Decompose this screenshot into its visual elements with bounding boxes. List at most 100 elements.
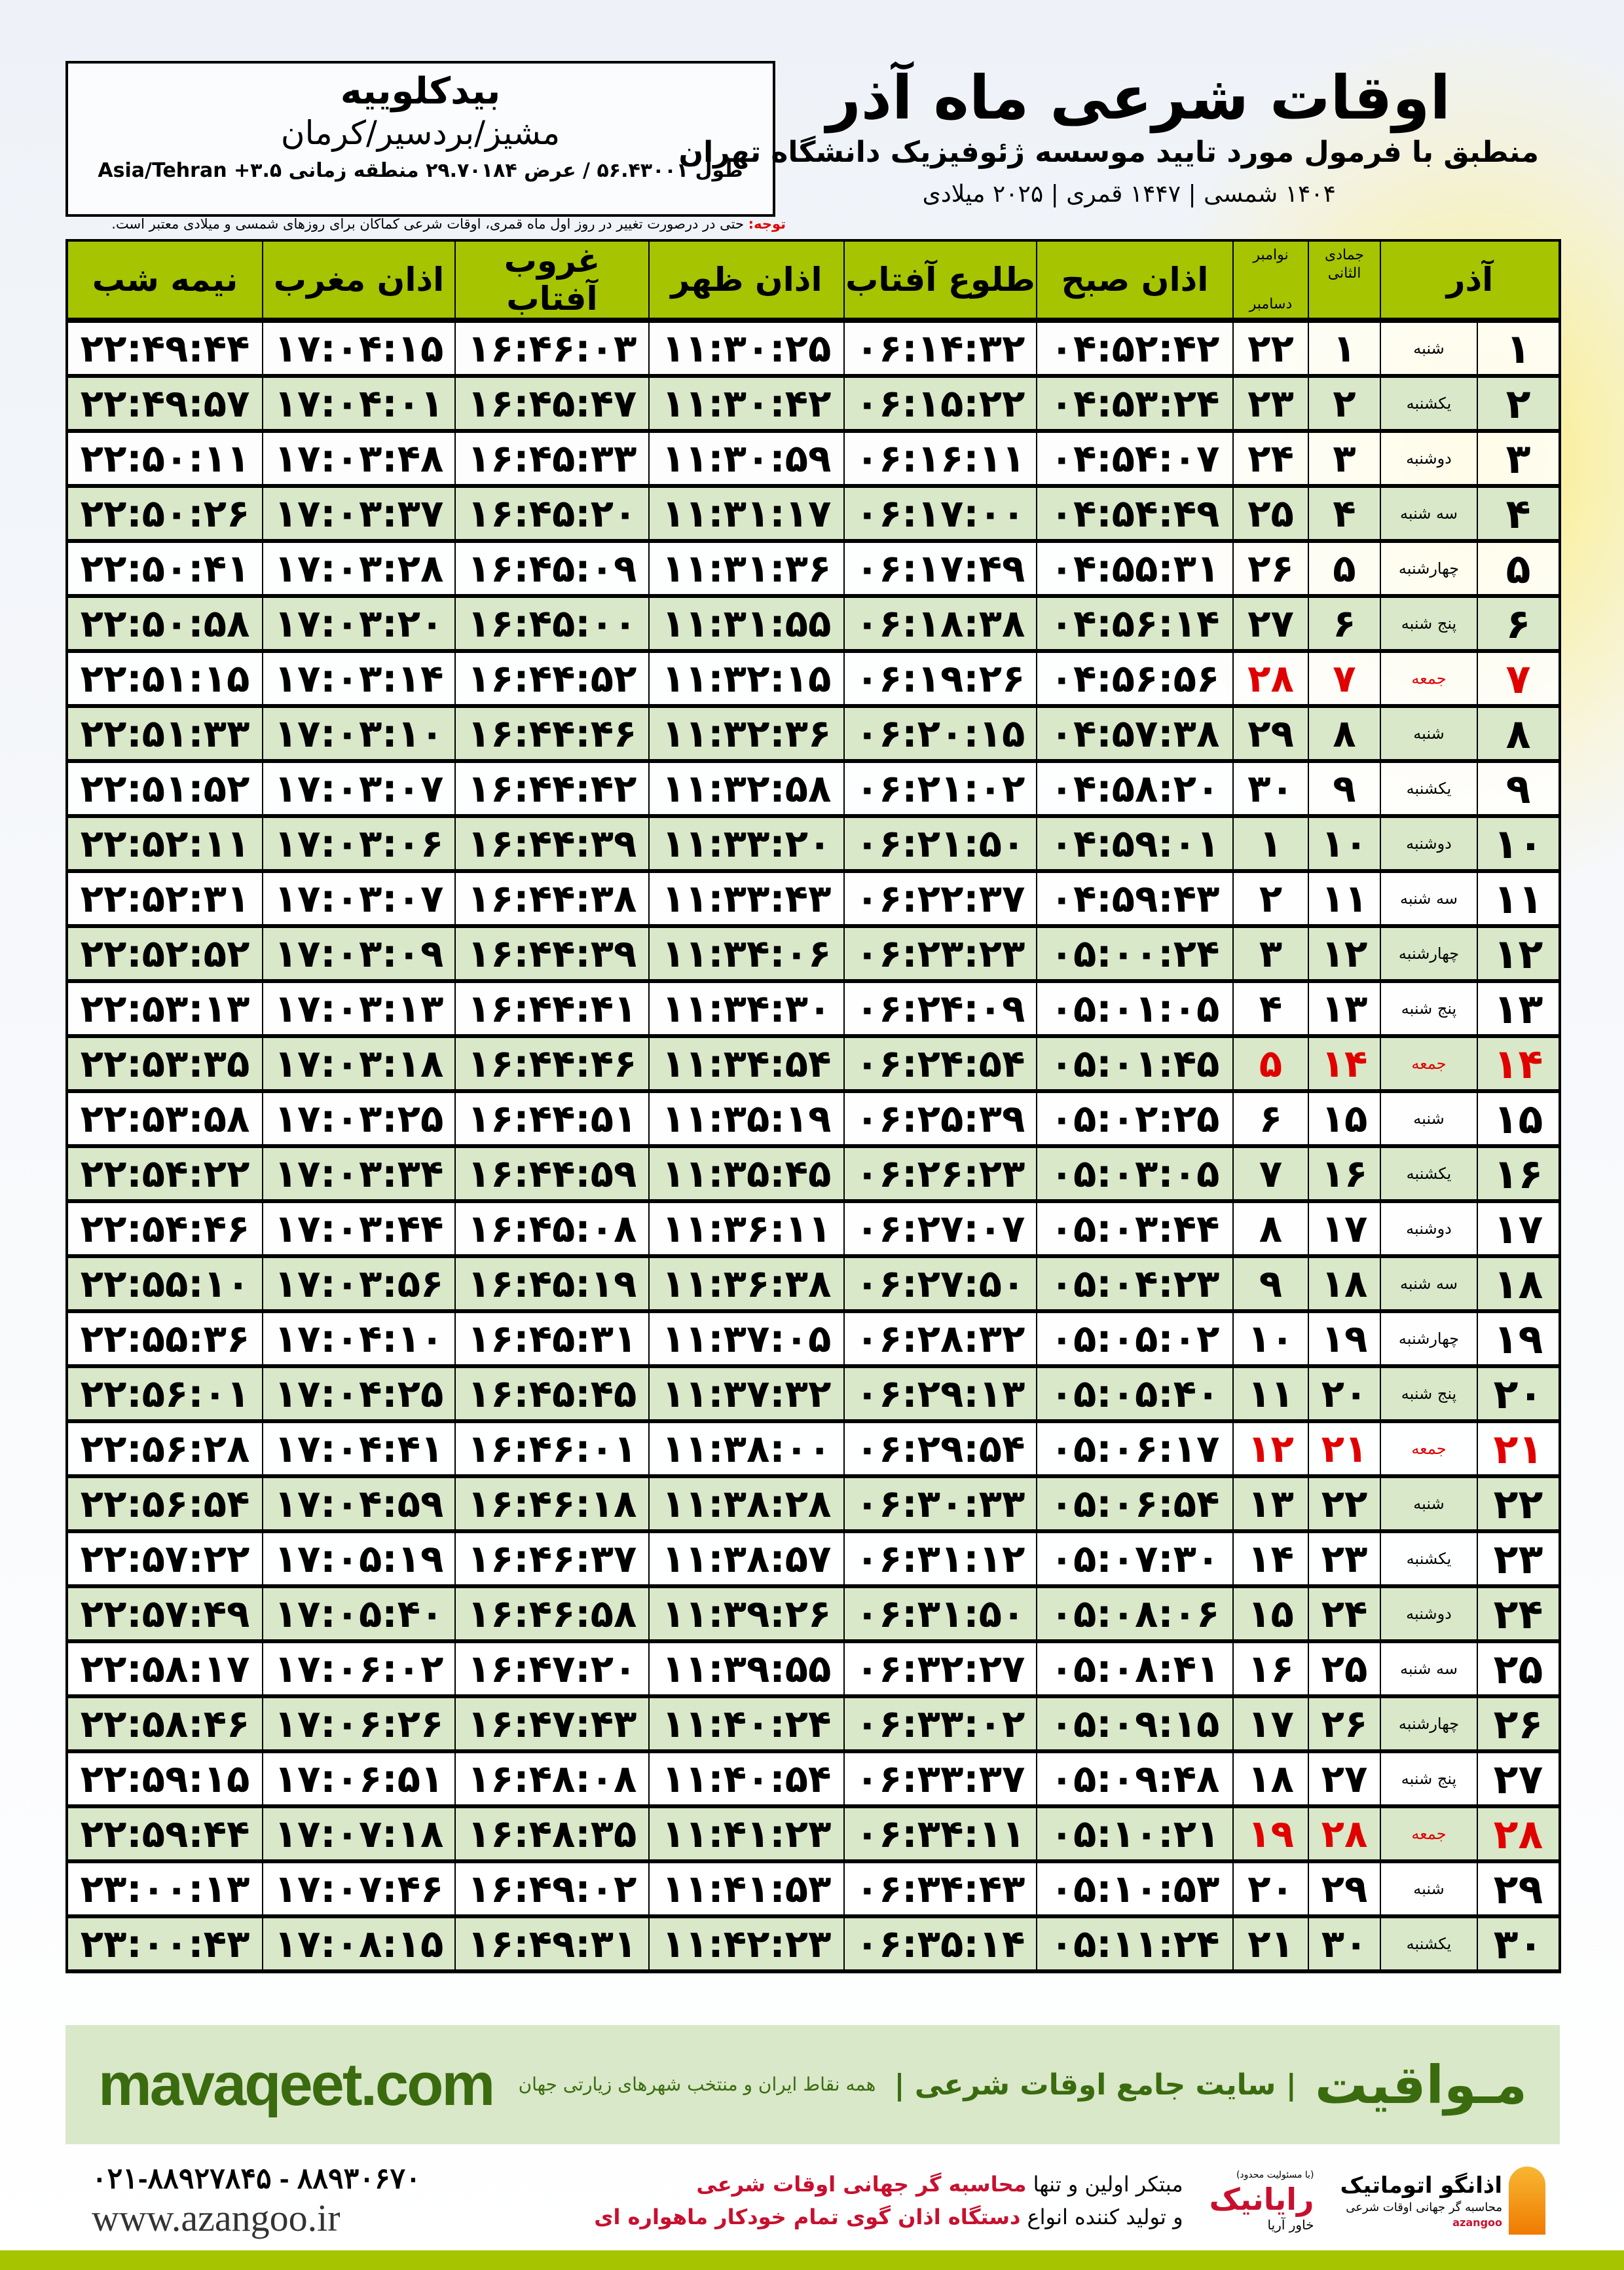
day-number: ۲۵ — [1477, 1641, 1560, 1698]
fajr-time: ۰۴:۵۲:۴۲ — [1036, 320, 1234, 378]
dhuhr-time: ۱۱:۳۲:۱۵ — [648, 651, 845, 708]
sunrise-time: ۰۶:۲۵:۳۹ — [843, 1091, 1037, 1148]
dhuhr-time: ۱۱:۳۶:۱۱ — [648, 1201, 845, 1258]
note-text: حتی در درصورت تغییر در روز اول ماه قمری،… — [111, 216, 748, 232]
header-fajr: اذان صبح — [1036, 240, 1234, 323]
hijri-day: ۵ — [1308, 541, 1381, 598]
fajr-time: ۰۵:۰۶:۵۴ — [1036, 1476, 1234, 1533]
day-number: ۷ — [1477, 651, 1560, 708]
table-row: ۵ چهارشنبه ۵ ۲۶ ۰۴:۵۵:۳۱ ۰۶:۱۷:۴۹ ۱۱:۳۱:۳۶ ۱۶:۴… — [66, 541, 1560, 598]
gregorian-day: ۱۶ — [1232, 1641, 1309, 1698]
maghrib-time: ۱۷:۰۳:۴۸ — [262, 431, 456, 488]
maghrib-time: ۱۷:۰۵:۱۹ — [262, 1531, 456, 1588]
azangoo-title: اذانگو اتوماتیک — [1340, 2172, 1502, 2199]
sunrise-time: ۰۶:۱۸:۳۸ — [843, 596, 1037, 653]
gregorian-day: ۷ — [1232, 1146, 1309, 1203]
day-number: ۱۸ — [1477, 1256, 1560, 1313]
azangoo-url[interactable]: www.azangoo.ir — [92, 2196, 341, 2239]
maghrib-time: ۱۷:۰۴:۴۱ — [262, 1421, 456, 1478]
hijri-day: ۴ — [1308, 486, 1381, 543]
gregorian-day: ۲۶ — [1232, 541, 1309, 598]
maghrib-time: ۱۷:۰۳:۳۴ — [262, 1146, 456, 1203]
year-line: ۱۴۰۴ شمسی | ۱۴۴۷ قمری | ۲۰۲۵ میلادی — [922, 181, 1336, 208]
table-row: ۱۷ دوشنبه ۱۷ ۸ ۰۵:۰۳:۴۴ ۰۶:۲۷:۰۷ ۱۱:۳۶:۱۱ ۱۶:۴۵… — [66, 1201, 1560, 1258]
contact-block: ۰۲۱-۸۸۹۲۷۸۴۵ - ۸۸۹۳۰۶۷۰ www.azangoo.ir — [92, 2161, 421, 2240]
dhuhr-time: ۱۱:۳۴:۳۰ — [648, 981, 845, 1038]
rayanik-tag: (با مسئولیت محدود) — [1236, 2169, 1314, 2180]
sunset-time: ۱۶:۴۹:۰۲ — [454, 1861, 650, 1918]
weekday: دوشنبه — [1380, 431, 1478, 488]
gregorian-day: ۱۳ — [1232, 1476, 1309, 1533]
header-midnight: نیمه شب — [66, 240, 263, 323]
weekday: جمعه — [1380, 1421, 1478, 1478]
sunrise-time: ۰۶:۲۴:۵۴ — [843, 1036, 1037, 1093]
dhuhr-time: ۱۱:۳۴:۵۴ — [648, 1036, 845, 1093]
weekday: چهارشنبه — [1380, 926, 1478, 983]
hijri-day: ۲۵ — [1308, 1641, 1381, 1698]
midnight-time: ۲۲:۵۷:۴۹ — [66, 1586, 263, 1643]
midnight-time: ۲۲:۴۹:۵۷ — [66, 376, 263, 433]
sunset-time: ۱۶:۴۴:۳۸ — [454, 871, 650, 928]
azangoo-sub: محاسبه گر جهانی اوقات شرعی — [1346, 2200, 1502, 2214]
fajr-time: ۰۵:۰۴:۲۳ — [1036, 1256, 1234, 1313]
sunset-time: ۱۶:۴۴:۴۲ — [454, 761, 650, 818]
midnight-time: ۲۲:۵۳:۵۸ — [66, 1091, 263, 1148]
azangoo-logo: اذانگو اتوماتیک محاسبه گر جهانی اوقات شر… — [1340, 2166, 1545, 2235]
gregorian-day: ۴ — [1232, 981, 1309, 1038]
table-row: ۲۲ شنبه ۲۲ ۱۳ ۰۵:۰۶:۵۴ ۰۶:۳۰:۳۳ ۱۱:۳۸:۲۸ ۱۶:۴۶:… — [66, 1476, 1560, 1533]
hijri-day: ۳ — [1308, 431, 1381, 488]
midnight-time: ۲۲:۵۳:۳۵ — [66, 1036, 263, 1093]
dhuhr-time: ۱۱:۳۷:۰۵ — [648, 1311, 845, 1368]
table-row: ۲۳ یکشنبه ۲۳ ۱۴ ۰۵:۰۷:۳۰ ۰۶:۳۱:۱۲ ۱۱:۳۸:۵۷ ۱۶:۴… — [66, 1531, 1560, 1588]
hijri-day: ۱۶ — [1308, 1146, 1381, 1203]
day-number: ۳ — [1477, 431, 1560, 488]
hijri-day: ۱۱ — [1308, 871, 1381, 928]
table-row: ۲۹ شنبه ۲۹ ۲۰ ۰۵:۱۰:۵۳ ۰۶:۳۴:۴۳ ۱۱:۴۱:۵۳ ۱۶:۴۹:… — [66, 1861, 1560, 1918]
midnight-time: ۲۲:۵۱:۱۵ — [66, 651, 263, 708]
rayanik-name: رایانیک — [1209, 2181, 1314, 2217]
hijri-day: ۲۶ — [1308, 1696, 1381, 1753]
hijri-day: ۸ — [1308, 706, 1381, 763]
midnight-time: ۲۲:۵۳:۱۳ — [66, 981, 263, 1038]
hijri-day: ۶ — [1308, 596, 1381, 653]
header-dhuhr: اذان ظهر — [648, 240, 845, 323]
hijri-day: ۲۷ — [1308, 1751, 1381, 1808]
sunset-time: ۱۶:۴۵:۳۳ — [454, 431, 650, 488]
note: توجه: حتی در درصورت تغییر در روز اول ماه… — [65, 214, 786, 234]
sunset-time: ۱۶:۴۶:۱۸ — [454, 1476, 650, 1533]
midnight-time: ۲۲:۵۷:۲۲ — [66, 1531, 263, 1588]
midnight-time: ۲۳:۰۰:۴۳ — [66, 1916, 263, 1973]
day-number: ۲۹ — [1477, 1861, 1560, 1918]
table-row: ۱۹ چهارشنبه ۱۹ ۱۰ ۰۵:۰۵:۰۲ ۰۶:۲۸:۳۲ ۱۱:۳۷:۰۵ ۱۶… — [66, 1311, 1560, 1368]
header-row: آذر جمادی الثانی نوامبر دسامبر اذان صبح ط… — [66, 240, 1560, 323]
gregorian-day: ۲۰ — [1232, 1861, 1309, 1918]
gregorian-day: ۱۷ — [1232, 1696, 1309, 1753]
azangoo-en: azangoo — [1452, 2216, 1502, 2229]
header-greg-top: نوامبر — [1253, 246, 1289, 263]
promo-line2-b: دستگاه اذان گوی تمام خودکار ماهواره ای — [594, 2204, 1021, 2229]
hijri-day: ۳۰ — [1308, 1916, 1381, 1973]
header-sunrise: طلوع آفتاب — [843, 240, 1037, 323]
dhuhr-time: ۱۱:۳۲:۳۶ — [648, 706, 845, 763]
day-number: ۱۴ — [1477, 1036, 1560, 1093]
dhuhr-time: ۱۱:۳۳:۴۳ — [648, 871, 845, 928]
mavaqeet-url[interactable]: mavaqeet.com — [98, 2051, 495, 2118]
hijri-day: ۲۹ — [1308, 1861, 1381, 1918]
sunrise-time: ۰۶:۲۲:۳۷ — [843, 871, 1037, 928]
sunset-time: ۱۶:۴۷:۲۰ — [454, 1641, 650, 1698]
hijri-day: ۱ — [1308, 320, 1381, 378]
fajr-time: ۰۵:۰۵:۰۲ — [1036, 1311, 1234, 1368]
page-title: اوقات شرعی ماه آذر — [826, 63, 1450, 133]
fajr-time: ۰۵:۱۰:۵۳ — [1036, 1861, 1234, 1918]
fajr-time: ۰۵:۰۳:۰۵ — [1036, 1146, 1234, 1203]
hijri-day: ۲۱ — [1308, 1421, 1381, 1478]
day-number: ۲۲ — [1477, 1476, 1560, 1533]
maghrib-time: ۱۷:۰۳:۳۷ — [262, 486, 456, 543]
hijri-day: ۱۳ — [1308, 981, 1381, 1038]
hijri-day: ۱۰ — [1308, 816, 1381, 873]
weekday: شنبه — [1380, 1091, 1478, 1148]
weekday: یکشنبه — [1380, 1531, 1478, 1588]
midnight-time: ۲۲:۵۹:۱۵ — [66, 1751, 263, 1808]
sunset-time: ۱۶:۴۶:۵۸ — [454, 1586, 650, 1643]
maghrib-time: ۱۷:۰۶:۵۱ — [262, 1751, 456, 1808]
